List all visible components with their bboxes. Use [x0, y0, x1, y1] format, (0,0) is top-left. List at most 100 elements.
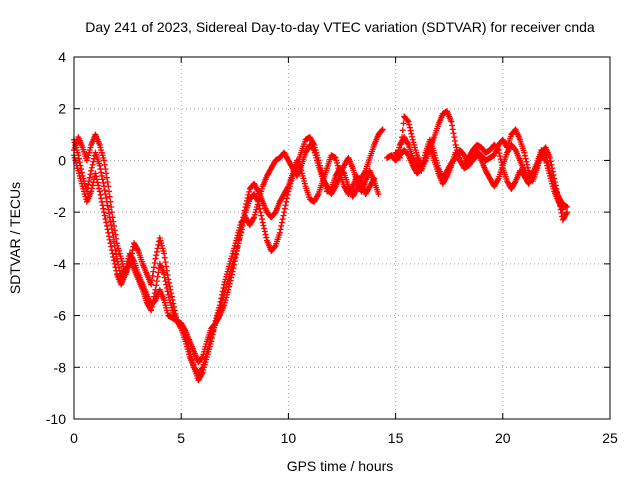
data-point [153, 282, 160, 289]
x-tick-label: 20 [495, 430, 511, 446]
data-point [102, 216, 109, 223]
data-point [113, 267, 120, 274]
data-point [153, 252, 160, 259]
data-point [409, 133, 416, 140]
data-point [163, 281, 170, 288]
data-point [101, 187, 108, 194]
data-point [161, 250, 168, 257]
data-point [229, 268, 236, 275]
data-point [522, 155, 529, 162]
data-point [98, 172, 105, 179]
data-point [148, 303, 155, 310]
data-point [106, 236, 113, 243]
series-track-e [384, 126, 571, 223]
data-point [181, 326, 188, 333]
data-point [254, 187, 261, 194]
data-point [521, 149, 528, 156]
data-point [111, 222, 118, 229]
data-point [198, 354, 205, 361]
data-point [443, 174, 450, 181]
data-point [88, 185, 95, 192]
data-point [406, 124, 413, 131]
data-point [106, 210, 113, 217]
data-point [279, 216, 286, 223]
data-point [211, 324, 218, 331]
data-point [496, 153, 503, 160]
data-point [257, 209, 264, 216]
data-point [154, 273, 161, 280]
data-point [106, 233, 113, 240]
data-point [281, 209, 288, 216]
data-point [96, 162, 103, 169]
data-point [151, 259, 158, 266]
data-point [151, 290, 158, 297]
series-track-b [71, 131, 378, 366]
data-point [108, 203, 115, 210]
data-point [283, 198, 290, 205]
data-point [282, 202, 289, 209]
data-point [102, 191, 109, 198]
data-point [78, 169, 85, 176]
data-point [108, 243, 115, 250]
data-point [405, 118, 412, 125]
data-point [103, 174, 110, 181]
data-point [155, 269, 162, 276]
data-point [100, 205, 107, 212]
data-point [149, 272, 156, 279]
data-point [107, 198, 114, 205]
x-tick-label: 5 [177, 430, 185, 446]
data-point [107, 240, 114, 247]
data-point [76, 159, 83, 166]
data-point [108, 247, 115, 254]
data-point [168, 293, 175, 300]
data-point [154, 245, 161, 252]
data-point [243, 200, 250, 207]
data-point [408, 130, 415, 137]
series-track-c [71, 141, 382, 384]
data-point [153, 248, 160, 255]
data-point [88, 167, 95, 174]
data-point [161, 274, 168, 281]
data-point [161, 271, 168, 278]
data-point [494, 176, 501, 183]
data-point [281, 205, 288, 212]
data-point [161, 254, 168, 261]
data-point [87, 171, 94, 178]
data-point [104, 202, 111, 209]
data-point [232, 254, 239, 261]
data-point [448, 118, 455, 125]
grid-layer [74, 57, 610, 419]
data-point [451, 138, 458, 145]
data-point [92, 170, 99, 177]
data-point [110, 253, 117, 260]
data-point [379, 126, 386, 133]
data-point [150, 297, 157, 304]
data-point [233, 251, 240, 258]
data-point [230, 265, 237, 272]
data-point [349, 184, 356, 191]
x-tick-label: 15 [388, 430, 404, 446]
data-point [209, 331, 216, 338]
data-point [208, 338, 215, 345]
y-tick-label: 0 [58, 152, 66, 168]
data-point [211, 321, 218, 328]
x-tick-label: 10 [281, 430, 297, 446]
data-point [234, 244, 241, 251]
data-point [100, 179, 107, 186]
data-point [218, 295, 225, 302]
data-point [111, 257, 118, 264]
data-point [231, 261, 238, 268]
x-tick-label: 25 [602, 430, 618, 446]
data-point [106, 188, 113, 195]
data-point [111, 260, 118, 267]
data-point [400, 120, 407, 127]
data-point [110, 218, 117, 225]
data-point [262, 231, 269, 238]
data-point [98, 169, 105, 176]
data-point [99, 176, 106, 183]
data-point [163, 263, 170, 270]
data-point [105, 229, 112, 236]
data-point [407, 127, 414, 134]
data-point [242, 203, 249, 210]
data-point [109, 250, 116, 257]
